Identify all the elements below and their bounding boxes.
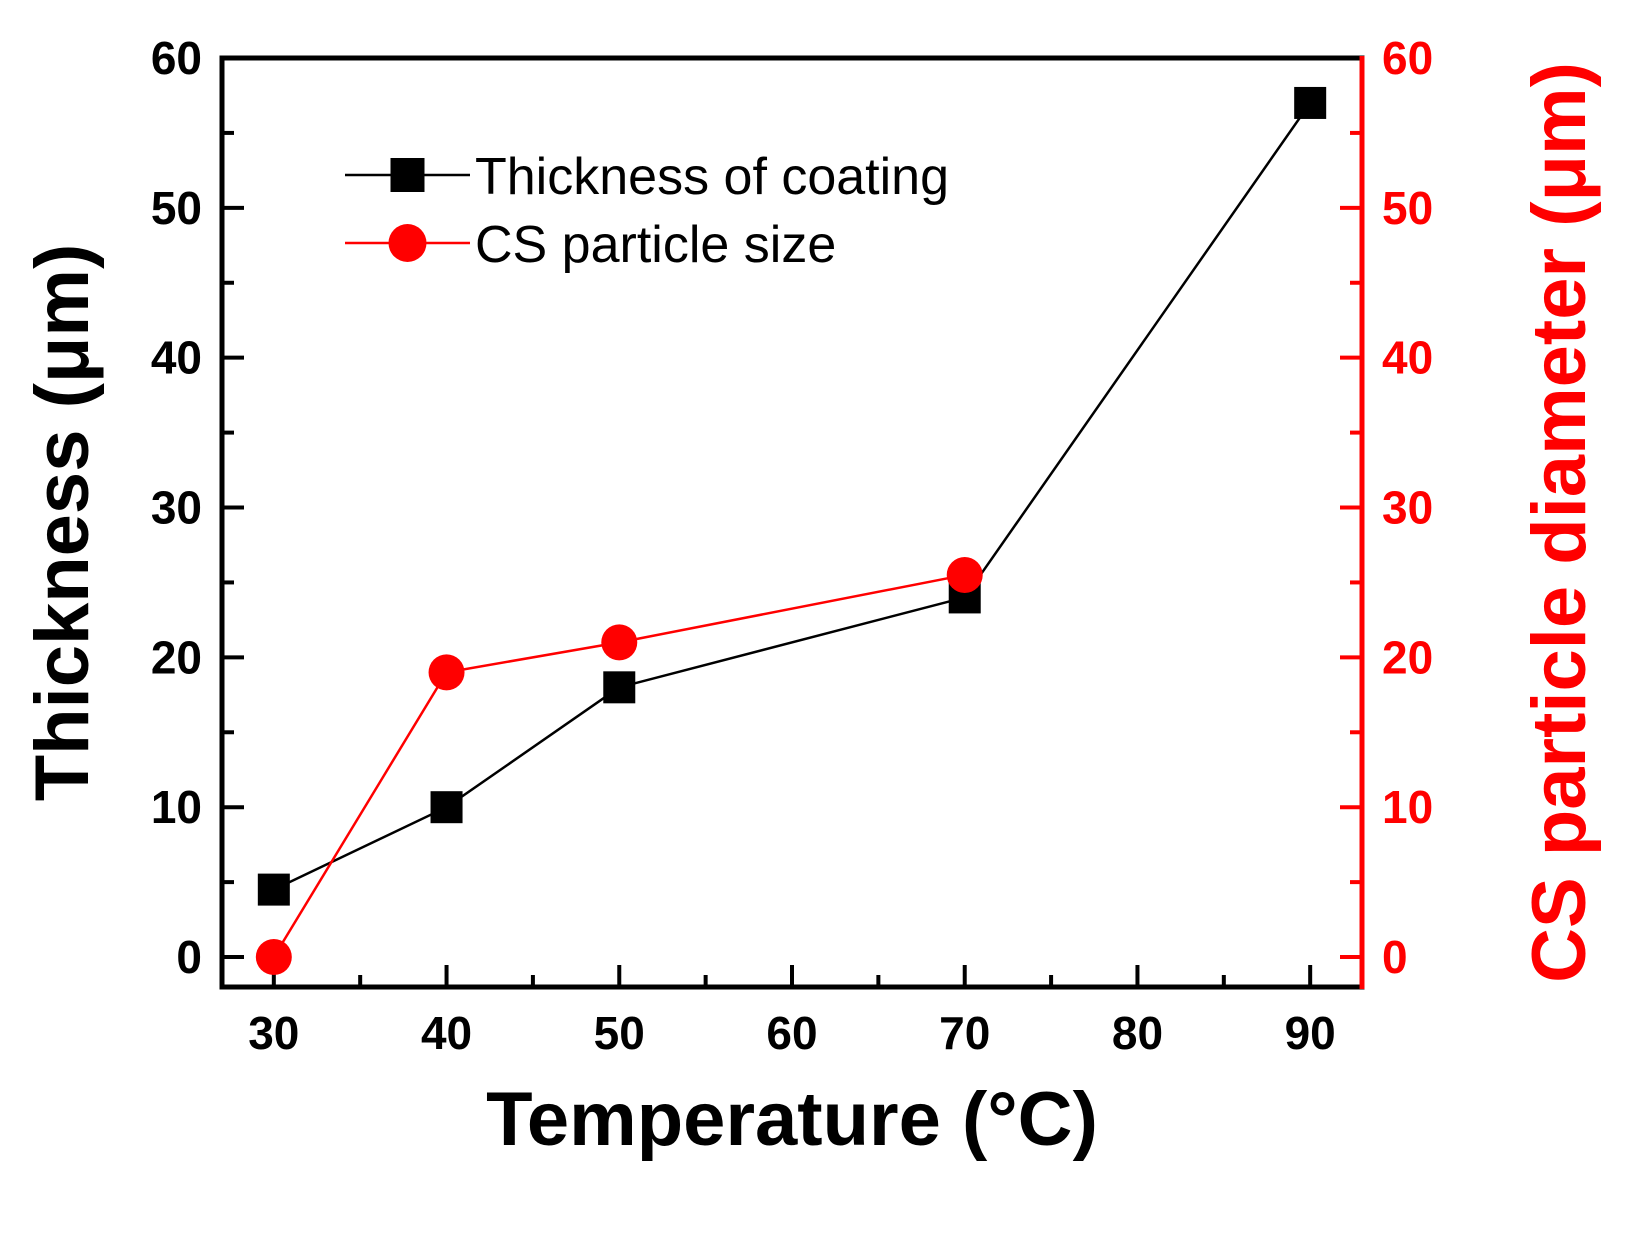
- x-tick-label: 80: [1112, 1007, 1163, 1059]
- x-tick-label: 60: [766, 1007, 817, 1059]
- y-tick-label: 50: [151, 182, 202, 234]
- y-axis-title: Thickness (μm): [20, 244, 105, 802]
- x-tick-label: 30: [248, 1007, 299, 1059]
- y-tick-label: 10: [151, 781, 202, 833]
- y-tick-label: 0: [176, 931, 202, 983]
- y2-tick-label: 10: [1382, 781, 1433, 833]
- y2-tick-label: 30: [1382, 482, 1433, 534]
- data-point-circle: [255, 939, 292, 976]
- y-tick-label: 20: [151, 631, 202, 683]
- legend-label-cs-particle: CS particle size: [475, 216, 836, 274]
- y2-axis-title: CS particle diameter (μm): [1517, 62, 1602, 983]
- data-point-square: [1294, 86, 1327, 119]
- y-tick-label: 40: [151, 332, 202, 384]
- legend-marker-thickness: [390, 158, 425, 192]
- y2-tick-label: 60: [1382, 32, 1433, 84]
- data-point-square: [257, 873, 290, 906]
- series-line: [272, 573, 965, 958]
- data-point-circle: [428, 654, 465, 691]
- y2-tick-label: 20: [1382, 631, 1433, 683]
- x-tick-label: 40: [421, 1007, 472, 1059]
- y2-tick-label: 0: [1382, 931, 1408, 983]
- legend-marker-cs-particle: [388, 224, 427, 262]
- x-tick-label: 50: [594, 1007, 645, 1059]
- y2-tick-label: 50: [1382, 182, 1433, 234]
- data-point-circle: [946, 556, 983, 593]
- data-point-square: [430, 791, 463, 824]
- data-point-circle: [601, 624, 638, 661]
- y-tick-label: 60: [151, 32, 202, 84]
- tick-labels: 30 40 50 60 70 80 90 0 10 20 30 40 50 60 0 10 20 30 40 50 60: [151, 32, 1433, 1059]
- series-cs-particle: [255, 556, 983, 976]
- legend-label-thickness: Thickness of coating: [475, 148, 949, 206]
- legend: Thickness of coating CS particle size: [345, 148, 949, 274]
- x-tick-label: 70: [939, 1007, 990, 1059]
- x-tick-label: 90: [1285, 1007, 1336, 1059]
- y-tick-label: 30: [151, 482, 202, 534]
- series-thickness: [257, 86, 1327, 906]
- data-point-square: [603, 671, 636, 704]
- series-layer: [255, 86, 1327, 976]
- y2-tick-label: 40: [1382, 332, 1433, 384]
- x-axis-title: Temperature (°C): [486, 1077, 1098, 1162]
